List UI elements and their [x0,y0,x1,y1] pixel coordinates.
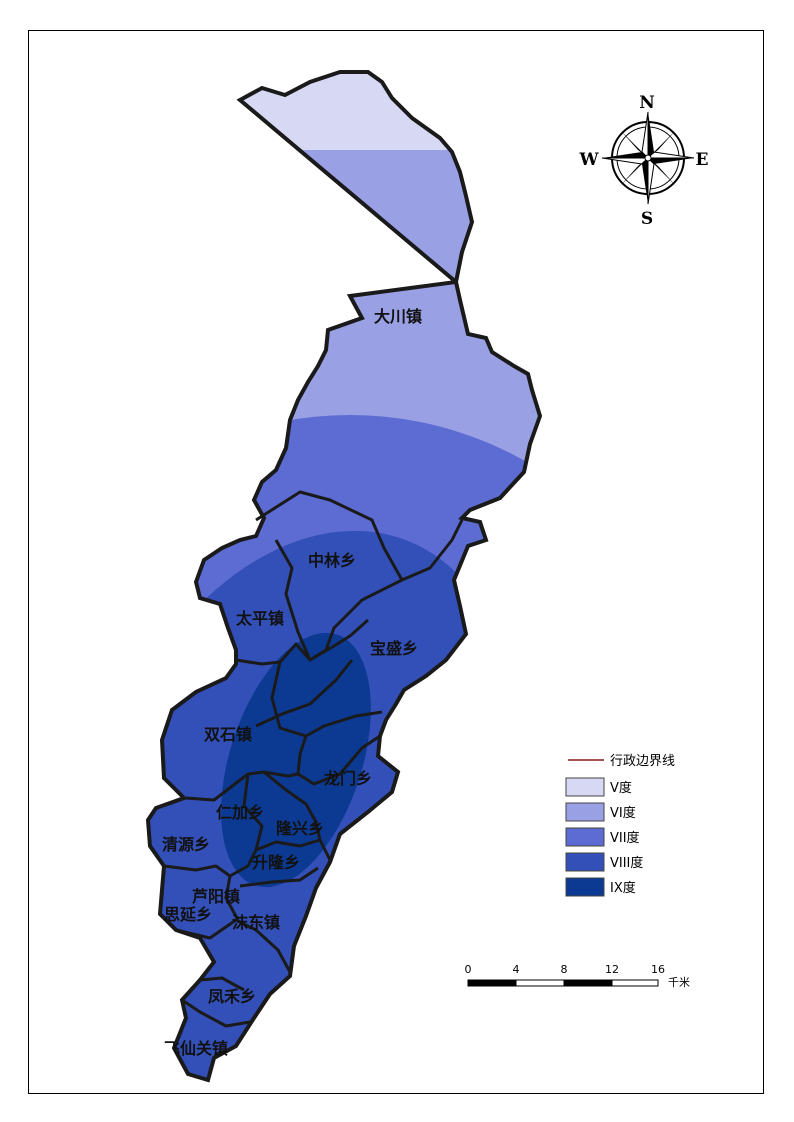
town-label-shenglong: 升隆乡 [252,853,300,872]
town-label-renjia: 仁加乡 [216,803,264,822]
township-labels: 大川镇 中林乡 太平镇 宝盛乡 双石镇 龙门乡 仁加乡 隆兴乡 清源乡 升隆乡 … [162,307,422,1058]
legend-label-vi: VI度 [610,805,636,821]
town-label-siyan: 思延乡 [164,905,212,924]
town-label-taiping: 太平镇 [235,609,284,628]
scale-bar: 0 4 8 12 16 千米 [465,963,691,989]
scale-tick-16: 16 [651,963,665,976]
compass-south: S [641,209,653,229]
legend-swatch-v [565,777,605,797]
town-label-modong: 沫东镇 [232,913,280,932]
town-label-longxing: 隆兴乡 [276,819,324,838]
compass-west: W [578,150,599,170]
legend-boundary-label: 行政边界线 [610,754,675,769]
town-label-qingyuan: 清源乡 [162,835,210,854]
scale-tick-0: 0 [465,963,472,976]
legend-label-vii: VII度 [610,830,640,846]
scale-tick-4: 4 [513,963,520,976]
compass-north: N [639,93,655,113]
town-label-fenghe: 凤禾乡 [208,987,256,1006]
compass-east: E [696,150,709,170]
legend-label-ix: IX度 [610,880,636,896]
town-label-luyang: 芦阳镇 [192,887,240,906]
legend-label-v: V度 [610,780,632,796]
town-label-feixianguan: 飞仙关镇 [164,1039,228,1058]
scale-unit: 千米 [668,976,690,989]
town-label-shuangshi: 双石镇 [204,725,252,744]
legend-label-viii: VIII度 [610,855,643,871]
legend-swatch-vi [565,802,605,822]
township-boundaries [163,490,464,1028]
scale-tick-8: 8 [561,963,568,976]
town-label-dachuan: 大川镇 [374,307,422,326]
scale-tick-12: 12 [605,963,619,976]
compass-rose: N S E W [578,93,708,229]
town-label-longmen: 龙门乡 [323,769,372,788]
legend-swatch-ix [565,877,605,897]
town-label-zhonglin: 中林乡 [308,551,356,570]
compass-star-icon [601,111,695,205]
legend-swatch-vii [565,827,605,847]
legend: 行政边界线 V度 VI度 VII度 VIII度 IX度 [565,754,675,897]
intensity-zones [148,72,540,1080]
legend-swatch-viii [565,852,605,872]
town-label-baosheng: 宝盛乡 [370,639,418,658]
